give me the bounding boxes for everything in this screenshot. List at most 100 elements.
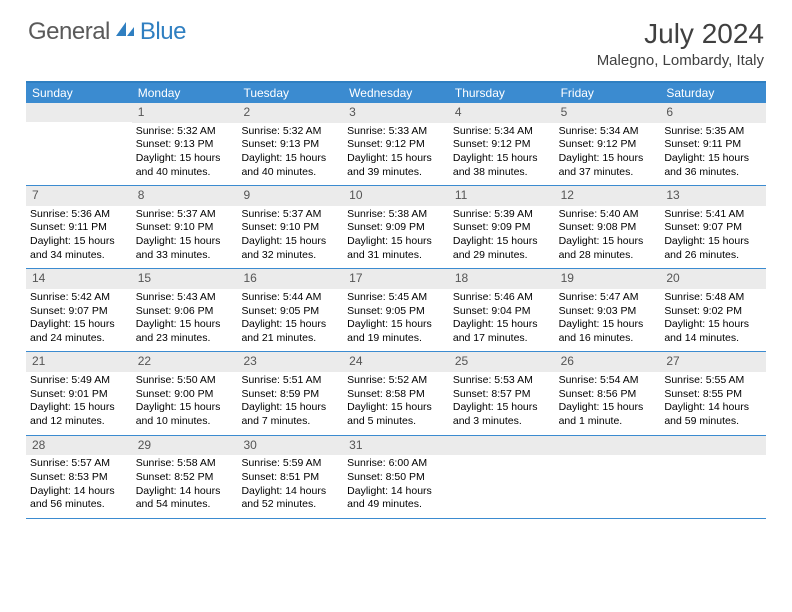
day-body: Sunrise: 5:50 AMSunset: 9:00 PMDaylight:… — [132, 372, 238, 435]
day-cell: 16Sunrise: 5:44 AMSunset: 9:05 PMDayligh… — [237, 269, 343, 351]
sunset-text: Sunset: 9:01 PM — [30, 388, 128, 402]
sunset-text: Sunset: 9:09 PM — [347, 221, 445, 235]
logo-sail-icon — [114, 20, 136, 41]
sunrise-text: Sunrise: 5:49 AM — [30, 374, 128, 388]
sunset-text: Sunset: 9:13 PM — [136, 138, 234, 152]
weeks-container: 1Sunrise: 5:32 AMSunset: 9:13 PMDaylight… — [26, 103, 766, 519]
day-cell: 12Sunrise: 5:40 AMSunset: 9:08 PMDayligh… — [555, 186, 661, 268]
day-body: Sunrise: 5:53 AMSunset: 8:57 PMDaylight:… — [449, 372, 555, 435]
sunset-text: Sunset: 8:55 PM — [664, 388, 762, 402]
day-cell — [449, 436, 555, 518]
weekday-tuesday: Tuesday — [237, 83, 343, 103]
location: Malegno, Lombardy, Italy — [597, 52, 764, 69]
daylight-text: Daylight: 15 hours and 10 minutes. — [136, 401, 234, 428]
sunset-text: Sunset: 9:13 PM — [241, 138, 339, 152]
daylight-text: Daylight: 15 hours and 16 minutes. — [559, 318, 657, 345]
day-body: Sunrise: 5:40 AMSunset: 9:08 PMDaylight:… — [555, 206, 661, 269]
daylight-text: Daylight: 15 hours and 21 minutes. — [241, 318, 339, 345]
month-title: July 2024 — [597, 18, 764, 50]
day-number: 27 — [660, 352, 766, 372]
day-body: Sunrise: 5:39 AMSunset: 9:09 PMDaylight:… — [449, 206, 555, 269]
sunrise-text: Sunrise: 5:59 AM — [241, 457, 339, 471]
sunset-text: Sunset: 8:52 PM — [136, 471, 234, 485]
sunset-text: Sunset: 8:50 PM — [347, 471, 445, 485]
sunrise-text: Sunrise: 5:34 AM — [559, 125, 657, 139]
week-row: 21Sunrise: 5:49 AMSunset: 9:01 PMDayligh… — [26, 352, 766, 435]
day-cell: 5Sunrise: 5:34 AMSunset: 9:12 PMDaylight… — [555, 103, 661, 185]
day-cell: 23Sunrise: 5:51 AMSunset: 8:59 PMDayligh… — [237, 352, 343, 434]
day-cell: 3Sunrise: 5:33 AMSunset: 9:12 PMDaylight… — [343, 103, 449, 185]
day-number: 30 — [237, 436, 343, 456]
day-cell: 2Sunrise: 5:32 AMSunset: 9:13 PMDaylight… — [237, 103, 343, 185]
day-cell: 22Sunrise: 5:50 AMSunset: 9:00 PMDayligh… — [132, 352, 238, 434]
sunrise-text: Sunrise: 5:32 AM — [136, 125, 234, 139]
sunrise-text: Sunrise: 5:40 AM — [559, 208, 657, 222]
day-number: 6 — [660, 103, 766, 123]
weekday-sunday: Sunday — [26, 83, 132, 103]
sunset-text: Sunset: 9:05 PM — [347, 305, 445, 319]
day-cell: 13Sunrise: 5:41 AMSunset: 9:07 PMDayligh… — [660, 186, 766, 268]
day-body: Sunrise: 5:34 AMSunset: 9:12 PMDaylight:… — [449, 123, 555, 186]
day-cell: 26Sunrise: 5:54 AMSunset: 8:56 PMDayligh… — [555, 352, 661, 434]
empty-day-number — [660, 436, 766, 455]
sunset-text: Sunset: 9:02 PM — [664, 305, 762, 319]
daylight-text: Daylight: 14 hours and 54 minutes. — [136, 485, 234, 512]
day-body: Sunrise: 5:37 AMSunset: 9:10 PMDaylight:… — [132, 206, 238, 269]
daylight-text: Daylight: 15 hours and 31 minutes. — [347, 235, 445, 262]
day-cell: 14Sunrise: 5:42 AMSunset: 9:07 PMDayligh… — [26, 269, 132, 351]
day-cell — [555, 436, 661, 518]
daylight-text: Daylight: 14 hours and 59 minutes. — [664, 401, 762, 428]
day-number: 7 — [26, 186, 132, 206]
day-number: 1 — [132, 103, 238, 123]
day-cell: 25Sunrise: 5:53 AMSunset: 8:57 PMDayligh… — [449, 352, 555, 434]
sunrise-text: Sunrise: 5:47 AM — [559, 291, 657, 305]
day-cell: 30Sunrise: 5:59 AMSunset: 8:51 PMDayligh… — [237, 436, 343, 518]
day-number: 22 — [132, 352, 238, 372]
daylight-text: Daylight: 15 hours and 1 minute. — [559, 401, 657, 428]
weekday-saturday: Saturday — [660, 83, 766, 103]
day-cell: 15Sunrise: 5:43 AMSunset: 9:06 PMDayligh… — [132, 269, 238, 351]
sunrise-text: Sunrise: 6:00 AM — [347, 457, 445, 471]
weekday-thursday: Thursday — [449, 83, 555, 103]
day-body: Sunrise: 5:34 AMSunset: 9:12 PMDaylight:… — [555, 123, 661, 186]
day-cell: 18Sunrise: 5:46 AMSunset: 9:04 PMDayligh… — [449, 269, 555, 351]
sunrise-text: Sunrise: 5:35 AM — [664, 125, 762, 139]
day-number: 12 — [555, 186, 661, 206]
logo-text-general: General — [28, 18, 110, 46]
day-body: Sunrise: 5:32 AMSunset: 9:13 PMDaylight:… — [132, 123, 238, 186]
day-body: Sunrise: 5:47 AMSunset: 9:03 PMDaylight:… — [555, 289, 661, 352]
sunrise-text: Sunrise: 5:38 AM — [347, 208, 445, 222]
day-body: Sunrise: 5:33 AMSunset: 9:12 PMDaylight:… — [343, 123, 449, 186]
day-number: 25 — [449, 352, 555, 372]
sunset-text: Sunset: 9:06 PM — [136, 305, 234, 319]
sunrise-text: Sunrise: 5:32 AM — [241, 125, 339, 139]
sunrise-text: Sunrise: 5:34 AM — [453, 125, 551, 139]
day-body: Sunrise: 5:54 AMSunset: 8:56 PMDaylight:… — [555, 372, 661, 435]
day-body: Sunrise: 5:52 AMSunset: 8:58 PMDaylight:… — [343, 372, 449, 435]
sunset-text: Sunset: 9:12 PM — [559, 138, 657, 152]
day-cell: 27Sunrise: 5:55 AMSunset: 8:55 PMDayligh… — [660, 352, 766, 434]
sunrise-text: Sunrise: 5:48 AM — [664, 291, 762, 305]
sunrise-text: Sunrise: 5:33 AM — [347, 125, 445, 139]
sunrise-text: Sunrise: 5:37 AM — [241, 208, 339, 222]
day-body: Sunrise: 5:51 AMSunset: 8:59 PMDaylight:… — [237, 372, 343, 435]
day-number: 29 — [132, 436, 238, 456]
empty-day-number — [26, 103, 132, 122]
day-body: Sunrise: 6:00 AMSunset: 8:50 PMDaylight:… — [343, 455, 449, 518]
daylight-text: Daylight: 15 hours and 29 minutes. — [453, 235, 551, 262]
daylight-text: Daylight: 15 hours and 12 minutes. — [30, 401, 128, 428]
day-body: Sunrise: 5:59 AMSunset: 8:51 PMDaylight:… — [237, 455, 343, 518]
header: General Blue July 2024 Malegno, Lombardy… — [0, 0, 792, 77]
day-cell — [26, 103, 132, 185]
sunset-text: Sunset: 9:07 PM — [664, 221, 762, 235]
day-cell: 29Sunrise: 5:58 AMSunset: 8:52 PMDayligh… — [132, 436, 238, 518]
sunrise-text: Sunrise: 5:39 AM — [453, 208, 551, 222]
sunset-text: Sunset: 9:00 PM — [136, 388, 234, 402]
day-number: 31 — [343, 436, 449, 456]
day-body: Sunrise: 5:36 AMSunset: 9:11 PMDaylight:… — [26, 206, 132, 269]
sunset-text: Sunset: 8:53 PM — [30, 471, 128, 485]
day-cell: 11Sunrise: 5:39 AMSunset: 9:09 PMDayligh… — [449, 186, 555, 268]
daylight-text: Daylight: 15 hours and 24 minutes. — [30, 318, 128, 345]
day-number: 4 — [449, 103, 555, 123]
sunrise-text: Sunrise: 5:57 AM — [30, 457, 128, 471]
